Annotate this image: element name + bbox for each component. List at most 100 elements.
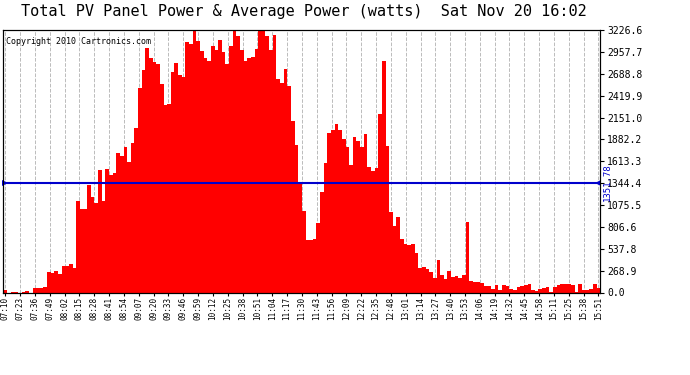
Bar <box>455 276 458 292</box>
Bar <box>157 64 160 292</box>
Bar <box>269 50 273 292</box>
Bar <box>101 201 106 292</box>
Bar <box>193 24 197 292</box>
Bar <box>47 272 51 292</box>
Bar <box>58 274 61 292</box>
Bar <box>422 267 426 292</box>
Bar <box>524 285 528 292</box>
Bar <box>487 286 491 292</box>
Bar <box>106 169 109 292</box>
Bar <box>229 46 233 292</box>
Bar <box>80 209 83 292</box>
Bar <box>127 162 131 292</box>
Bar <box>418 268 422 292</box>
Bar <box>109 176 112 292</box>
Bar <box>407 245 411 292</box>
Bar <box>55 272 58 292</box>
Bar <box>415 253 418 292</box>
Bar <box>69 264 72 292</box>
Bar <box>586 290 589 292</box>
Bar <box>349 165 353 292</box>
Bar <box>302 211 306 292</box>
Bar <box>131 144 135 292</box>
Bar <box>66 266 69 292</box>
Bar <box>535 291 538 292</box>
Bar <box>528 284 531 292</box>
Bar <box>502 285 506 292</box>
Bar <box>306 240 309 292</box>
Bar <box>506 285 509 292</box>
Bar <box>262 30 266 292</box>
Bar <box>258 24 262 292</box>
Text: Total PV Panel Power & Average Power (watts)  Sat Nov 20 16:02: Total PV Panel Power & Average Power (wa… <box>21 4 586 19</box>
Bar <box>338 130 342 292</box>
Bar <box>324 163 327 292</box>
Bar <box>480 283 484 292</box>
Bar <box>473 282 477 292</box>
Bar <box>98 170 101 292</box>
Bar <box>367 167 371 292</box>
Bar <box>495 285 498 292</box>
Bar <box>520 286 524 292</box>
Bar <box>186 42 189 292</box>
Bar <box>346 147 349 292</box>
Bar <box>444 279 447 292</box>
Bar <box>287 87 291 292</box>
Bar <box>189 44 193 292</box>
Bar <box>178 75 181 292</box>
Bar <box>426 269 429 292</box>
Bar <box>578 284 582 292</box>
Bar <box>451 277 455 292</box>
Bar <box>247 58 251 292</box>
Bar <box>517 286 520 292</box>
Bar <box>364 134 367 292</box>
Bar <box>484 286 487 292</box>
Bar <box>291 121 295 292</box>
Bar <box>389 212 393 292</box>
Bar <box>218 40 221 292</box>
Bar <box>437 260 440 292</box>
Bar <box>21 291 26 292</box>
Bar <box>331 130 335 292</box>
Bar <box>462 274 466 292</box>
Bar <box>466 222 469 292</box>
Bar <box>546 287 549 292</box>
Bar <box>138 87 141 292</box>
Text: Copyright 2010 Cartronics.com: Copyright 2010 Cartronics.com <box>6 37 151 46</box>
Bar <box>560 285 564 292</box>
Bar <box>542 288 546 292</box>
Bar <box>51 273 55 292</box>
Bar <box>215 50 218 292</box>
Bar <box>557 285 560 292</box>
Bar <box>568 284 571 292</box>
Bar <box>317 224 320 292</box>
Bar <box>447 271 451 292</box>
Bar <box>313 239 317 292</box>
Bar <box>538 288 542 292</box>
Bar <box>211 46 215 292</box>
Bar <box>233 24 237 292</box>
Bar <box>309 240 313 292</box>
Bar <box>255 49 258 292</box>
Bar <box>120 156 124 292</box>
Bar <box>112 173 117 292</box>
Bar <box>353 137 357 292</box>
Bar <box>26 291 29 292</box>
Bar <box>152 62 157 292</box>
Bar <box>175 63 178 292</box>
Bar <box>469 281 473 292</box>
Bar <box>357 141 360 292</box>
Bar <box>167 104 171 292</box>
Bar <box>597 288 600 292</box>
Bar <box>226 64 229 292</box>
Bar <box>160 84 164 292</box>
Bar <box>181 77 186 292</box>
Bar <box>280 83 284 292</box>
Bar <box>61 266 66 292</box>
Bar <box>411 244 415 292</box>
Bar <box>124 147 127 292</box>
Bar <box>393 226 397 292</box>
Bar <box>266 36 269 292</box>
Bar <box>371 171 375 292</box>
Bar <box>589 288 593 292</box>
